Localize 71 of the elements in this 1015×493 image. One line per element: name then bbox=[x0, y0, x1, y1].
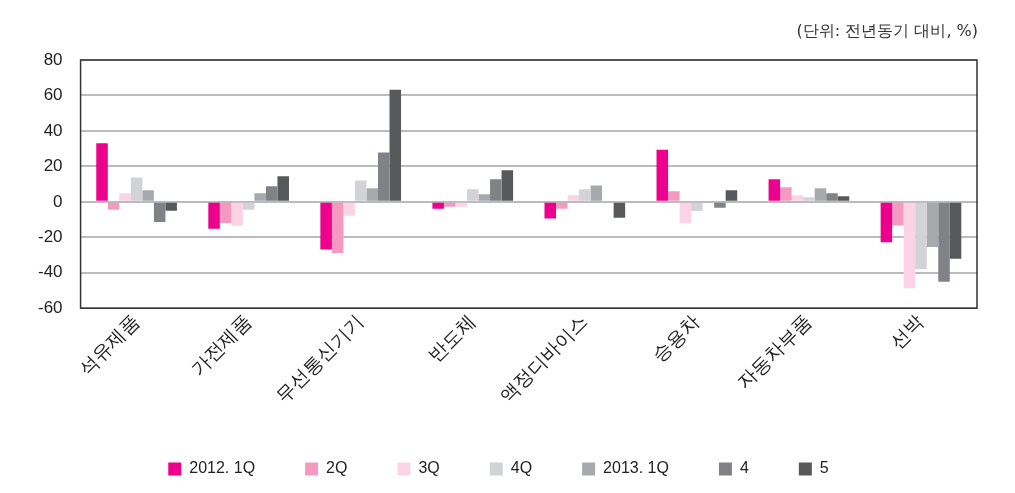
bar bbox=[544, 202, 556, 219]
bar bbox=[780, 187, 792, 201]
bar bbox=[142, 190, 154, 201]
bar bbox=[656, 149, 669, 201]
bar bbox=[107, 202, 120, 210]
legend-label: 2012. 1Q bbox=[189, 459, 256, 477]
bar bbox=[443, 202, 456, 207]
bar bbox=[814, 188, 827, 201]
bar bbox=[165, 202, 177, 211]
bar bbox=[501, 170, 514, 201]
bar bbox=[803, 197, 815, 201]
bar bbox=[331, 202, 344, 254]
bar bbox=[455, 202, 467, 207]
y-tick-label: 60 bbox=[43, 85, 63, 105]
bar bbox=[231, 202, 243, 226]
bar bbox=[96, 143, 108, 201]
bar bbox=[903, 202, 916, 289]
bar bbox=[432, 202, 444, 209]
bar bbox=[556, 202, 568, 209]
y-tick-label: -40 bbox=[37, 262, 63, 282]
bar bbox=[949, 202, 962, 259]
x-tick-label: 선박 bbox=[885, 311, 928, 353]
bar bbox=[277, 176, 289, 201]
legend-label: 3Q bbox=[418, 459, 440, 477]
bar bbox=[691, 202, 703, 212]
bar bbox=[366, 188, 378, 201]
bar bbox=[590, 185, 603, 201]
bar bbox=[892, 202, 904, 226]
bar bbox=[343, 202, 355, 216]
bar bbox=[354, 180, 367, 201]
bar bbox=[377, 152, 390, 201]
legend-label: 2Q bbox=[326, 459, 348, 477]
bar bbox=[208, 202, 220, 229]
bar bbox=[219, 202, 232, 223]
bar bbox=[613, 202, 626, 218]
bar bbox=[242, 202, 255, 210]
bar bbox=[837, 196, 850, 201]
bar bbox=[668, 191, 680, 201]
bar bbox=[915, 202, 927, 270]
y-tick-label: 80 bbox=[43, 49, 63, 69]
y-tick-label: 0 bbox=[53, 191, 63, 211]
bar bbox=[467, 189, 479, 201]
bar bbox=[153, 202, 166, 222]
y-tick-label: -20 bbox=[37, 227, 63, 247]
bar bbox=[880, 202, 893, 243]
bar bbox=[130, 177, 143, 201]
bar bbox=[389, 89, 402, 201]
bar bbox=[478, 194, 491, 201]
legend-label: 2013. 1Q bbox=[603, 459, 669, 477]
bar bbox=[320, 202, 332, 250]
bar bbox=[679, 202, 692, 223]
bar bbox=[826, 193, 838, 201]
bar bbox=[725, 190, 738, 201]
bar bbox=[791, 195, 804, 201]
y-tick-label: -60 bbox=[37, 297, 63, 317]
y-tick-label: 40 bbox=[43, 120, 63, 140]
bar bbox=[579, 189, 591, 201]
bar bbox=[938, 202, 950, 282]
bar bbox=[714, 202, 726, 208]
bar bbox=[254, 193, 266, 201]
legend-label: 5 bbox=[819, 459, 829, 477]
y-tick-label: 20 bbox=[43, 156, 63, 176]
bar bbox=[926, 202, 939, 247]
legend-label: 4 bbox=[739, 459, 749, 477]
bar bbox=[265, 186, 278, 201]
bar bbox=[768, 179, 781, 201]
bar bbox=[119, 193, 131, 201]
bar bbox=[490, 179, 502, 201]
bar bbox=[567, 195, 580, 201]
text: (단위: 전년동기 대비, %) bbox=[796, 21, 978, 41]
legend-label: 4Q bbox=[510, 459, 533, 477]
